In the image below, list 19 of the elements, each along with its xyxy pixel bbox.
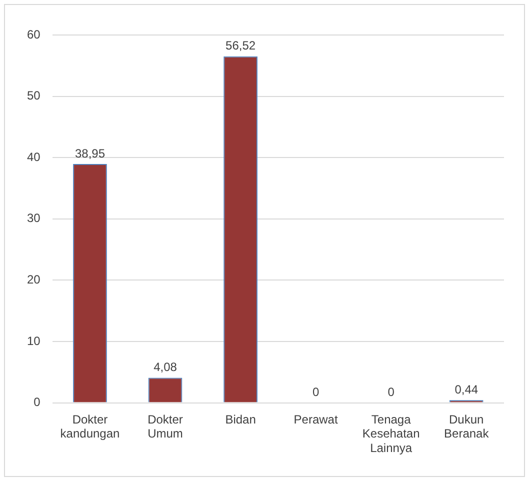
y-tick-label: 50 [26,88,41,103]
data-label: 56,52 [226,38,256,53]
x-tick-label: Dokter Umum [148,412,183,441]
x-tick-label: Perawat [294,412,338,426]
x-tick-label: Tenaga Kesehatan Lainnya [362,412,420,456]
data-label: 0 [388,385,395,400]
data-label: 38,95 [74,146,106,160]
y-tick-label: 20 [26,272,41,287]
data-label: 4,08 [154,360,178,374]
x-tick-label: Dukun Beranak [444,412,490,441]
x-tick-label: Dokter kandungan [60,412,120,441]
data-label: 0,44 [454,382,478,396]
y-tick-label: 40 [26,150,41,164]
x-tick-label: Bidan [225,412,256,426]
y-tick-label: 10 [26,334,41,348]
y-tick-label: 60 [26,27,41,42]
y-tick-label: 30 [26,211,41,226]
y-tick-label: 0 [34,395,41,410]
data-label: 0 [312,385,320,400]
